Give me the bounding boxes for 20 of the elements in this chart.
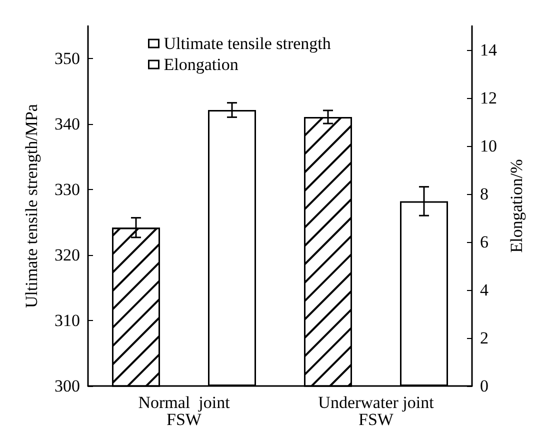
y-tick-label: 330 [54, 180, 80, 200]
y-axis-title: Ultimate tensile strength/MPa [22, 104, 41, 308]
y2-tick-label: 14 [480, 40, 498, 60]
legend-label: Elongation [164, 55, 239, 74]
y2-tick-label: 10 [480, 136, 497, 156]
y2-tick-label: 0 [480, 376, 488, 396]
y2-tick-label: 4 [480, 280, 489, 300]
legend-label: Ultimate tensile strength [164, 34, 332, 53]
y-tick-label: 300 [54, 376, 80, 396]
x-tick-label: Underwater joint FSW [318, 393, 434, 429]
y-tick-label: 340 [54, 114, 80, 134]
y-tick-label: 350 [54, 49, 80, 68]
y-tick-label: 320 [54, 246, 80, 265]
y2-axis-title: Elongation/% [506, 159, 526, 253]
y2-tick-label: 12 [480, 88, 497, 108]
x-tick-label: Normal joint FSW [138, 393, 230, 429]
y2-tick-label: 8 [480, 184, 488, 204]
y2-tick-label: 2 [480, 328, 488, 348]
y-tick-label: 310 [54, 311, 80, 330]
y2-tick-label: 6 [480, 232, 488, 252]
